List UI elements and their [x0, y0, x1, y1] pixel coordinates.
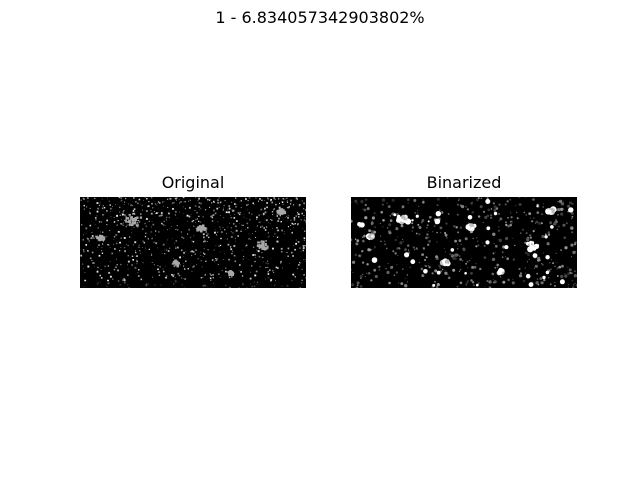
original-image-render [80, 197, 306, 288]
binarized-panel-title: Binarized [426, 173, 502, 192]
binarized-image [351, 197, 577, 288]
figure-suptitle: 1 - 6.834057342903802% [215, 8, 425, 27]
binarized-image-render [351, 197, 577, 288]
original-image [80, 197, 306, 288]
original-panel-title: Original [161, 173, 225, 192]
